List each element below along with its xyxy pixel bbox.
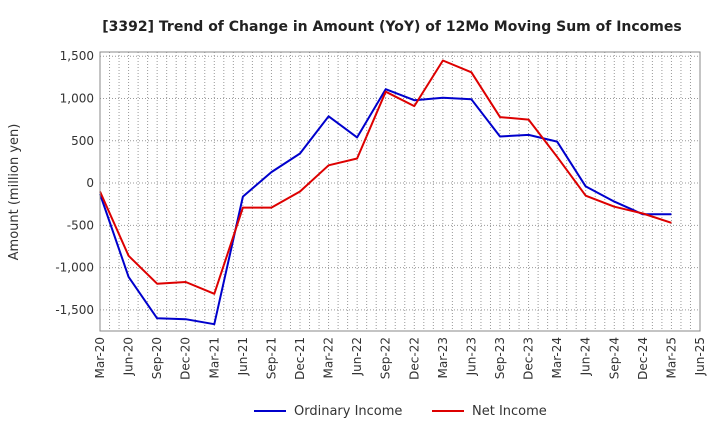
- x-tick-labels: Mar-20 Jun-20 Sep-20 Dec-20 Mar-21 Jun-21 Sep-…: [93, 337, 707, 380]
- x-tick-label: Sep-22: [379, 337, 393, 379]
- x-tick-label: Mar-23: [436, 337, 450, 378]
- y-tick-label: 1,500: [60, 49, 94, 63]
- y-tick-label: -500: [67, 218, 94, 232]
- legend: Ordinary Income Net Income: [254, 404, 547, 419]
- legend-label: Ordinary Income: [294, 404, 402, 419]
- x-tick-label: Sep-23: [493, 337, 507, 379]
- x-tick-label: Jun-20: [122, 337, 136, 376]
- x-tick-label: Jun-25: [693, 337, 707, 376]
- legend-label: Net Income: [472, 404, 547, 419]
- x-tick-label: Dec-24: [636, 337, 650, 380]
- x-tick-label: Dec-23: [522, 337, 536, 380]
- series-line-net-income: [99, 59, 672, 295]
- x-tick-label: Jun-23: [464, 337, 478, 376]
- x-tick-label: Dec-21: [293, 337, 307, 380]
- x-tick-label: Dec-20: [179, 337, 193, 380]
- x-tick-label: Sep-20: [150, 337, 164, 379]
- chart-title: [3392] Trend of Change in Amount (YoY) o…: [102, 19, 681, 35]
- y-axis-label: Amount (million yen): [7, 124, 22, 261]
- series-line-ordinary-income: [99, 88, 672, 326]
- y-tick-label: -1,000: [55, 261, 94, 275]
- x-tick-label: Mar-21: [207, 337, 221, 378]
- plot-frame: [99, 51, 701, 332]
- y-tick-label: 1,000: [60, 92, 94, 106]
- x-tick-label: Jun-21: [236, 337, 250, 376]
- y-tick-label: -1,500: [55, 303, 94, 317]
- y-tick-labels: 1,500 1,000 500 0 -500 -1,000 -1,500: [55, 49, 94, 317]
- series-lines: [99, 59, 672, 326]
- x-tick-label: Mar-25: [664, 337, 678, 378]
- y-tick-label: 500: [71, 134, 94, 148]
- x-tick-label: Jun-22: [350, 337, 364, 376]
- x-tick-label: Mar-22: [322, 337, 336, 378]
- x-tick-label: Mar-20: [93, 337, 107, 378]
- x-tick-label: Mar-24: [550, 337, 564, 378]
- x-tick-label: Jun-24: [579, 337, 593, 376]
- x-tick-label: Sep-24: [607, 337, 621, 379]
- x-tick-label: Dec-22: [407, 337, 421, 380]
- x-tick-label: Sep-21: [264, 337, 278, 379]
- y-tick-label: 0: [86, 176, 94, 190]
